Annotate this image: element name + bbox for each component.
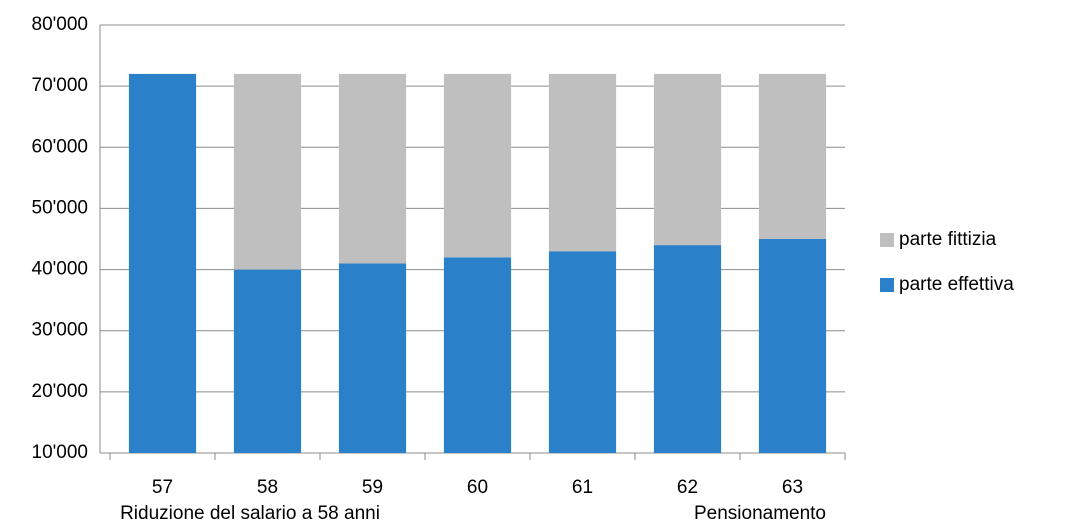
legend-label: parte effettiva [899,274,1014,295]
legend-swatch [880,233,894,247]
x-tick-label: 61 [572,477,593,498]
y-tick-label: 50'000 [32,197,88,218]
bar-segment [758,73,827,240]
y-tick-label: 10'000 [32,442,88,463]
bar-segment [653,73,722,246]
bar-segment [128,73,197,454]
x-tick-label: 62 [677,477,698,498]
bar-segment [758,239,827,453]
bar-segment [443,73,512,258]
y-tick-label: 40'000 [32,259,88,280]
legend-swatch [880,278,894,292]
legend-label: parte fittizia [899,229,997,250]
y-tick-label: 70'000 [32,75,88,96]
x-tick-label: 58 [257,477,278,498]
y-tick-label: 30'000 [32,320,88,341]
bar-segment [653,245,722,453]
x-tick-label: 59 [362,477,383,498]
x-tick-label: 63 [782,477,803,498]
bar-segment [338,73,407,264]
bar-segment [233,73,302,270]
x-tick-label: 57 [152,477,173,498]
bar-segment [548,251,617,453]
bar-segment [548,73,617,252]
bar-segment [233,269,302,453]
bar-segment [443,257,512,453]
x-tick-label: 60 [467,477,488,498]
y-tick-label: 60'000 [32,136,88,157]
bar-segment [338,263,407,453]
y-tick-label: 80'000 [32,14,88,35]
annotation: Pensionamento [694,503,826,524]
annotation: Riduzione del salario a 58 anni [120,503,380,524]
y-tick-label: 20'000 [32,381,88,402]
